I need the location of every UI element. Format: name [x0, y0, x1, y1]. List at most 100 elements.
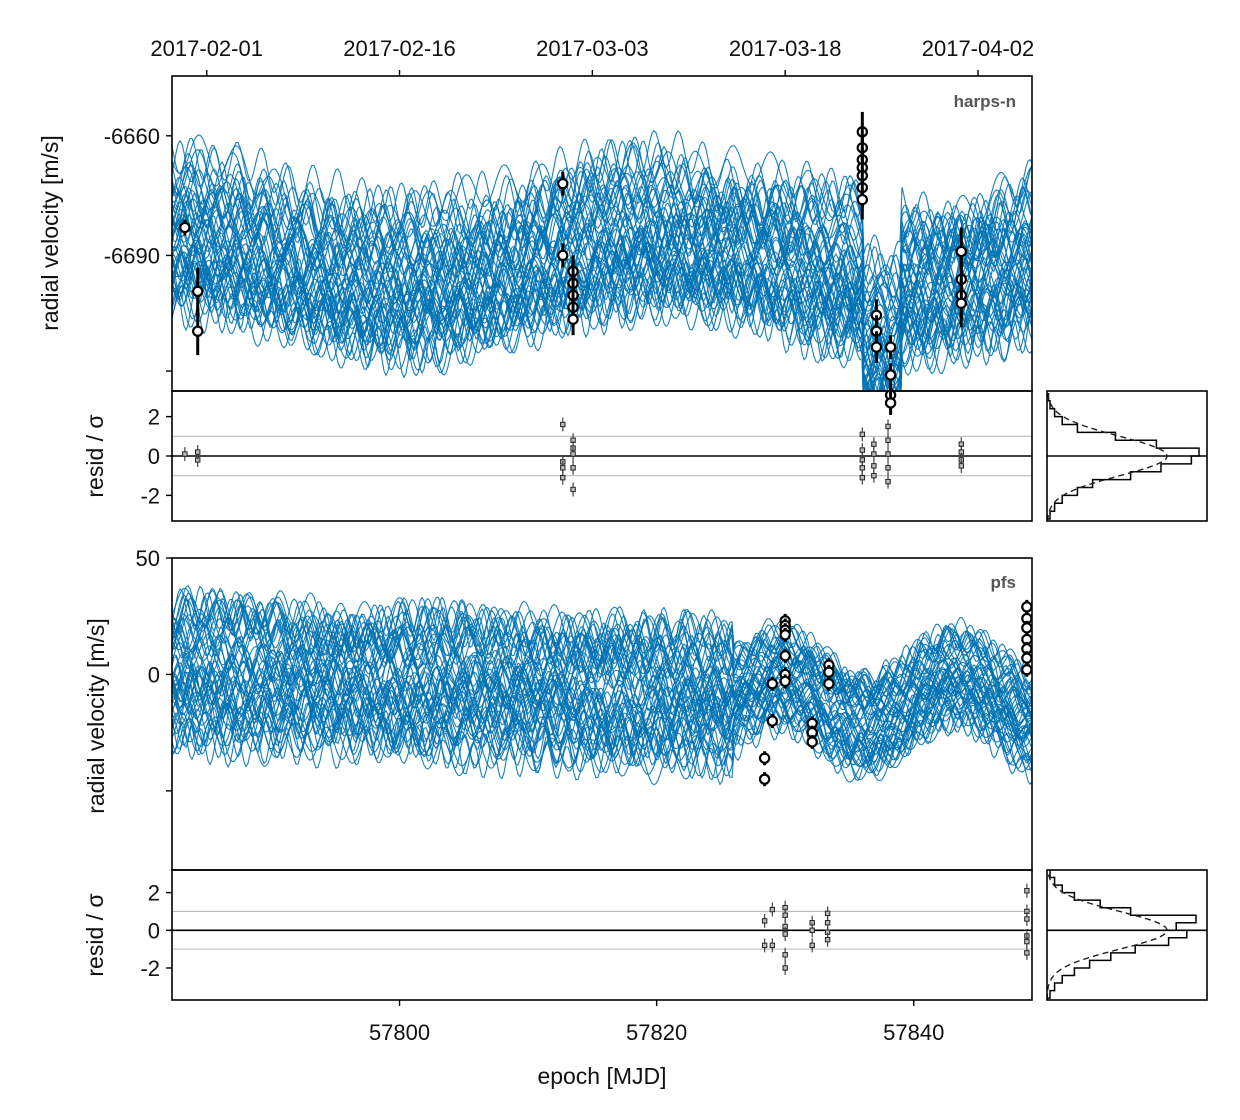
harps-instrument-label: harps-n	[954, 92, 1016, 111]
rv-data-point	[884, 341, 897, 353]
resid-point	[570, 451, 576, 457]
rv-data-point	[806, 736, 818, 748]
y-tick-label: -2	[140, 956, 160, 981]
model-curve	[172, 202, 1032, 358]
resid-point	[560, 421, 566, 428]
pfs-rv-ylabel: radial velocity [m/s]	[83, 618, 109, 814]
panel-harps-n-residuals: 2 0 -2 resid / σ	[82, 390, 1208, 522]
hist-steps	[1047, 393, 1200, 520]
model-curve	[172, 170, 1032, 322]
model-curve	[172, 138, 1032, 299]
rv-data-point	[1021, 622, 1033, 634]
resid-point	[809, 927, 815, 933]
x-tick-label: 57800	[369, 1020, 430, 1045]
rv-data-point	[779, 675, 791, 688]
rv-data-point	[823, 678, 835, 690]
rv-data-point	[1021, 652, 1033, 664]
model-curve	[172, 593, 1032, 708]
rv-data-point	[766, 678, 779, 690]
model-curve	[172, 585, 1032, 698]
panel-pfs-residuals: 2 0 -2 resid / σ	[82, 869, 1208, 1001]
resid-point	[560, 465, 566, 471]
resid-point	[809, 942, 815, 949]
resid-point	[824, 920, 831, 926]
resid-point	[782, 952, 788, 958]
model-curve	[172, 595, 1032, 707]
top-date-tick-label: 2017-04-02	[922, 36, 1035, 61]
pfs-resid-ylabel: resid / σ	[82, 893, 108, 976]
model-curve	[172, 229, 1032, 377]
model-curve	[172, 633, 1032, 720]
rv-data-point	[758, 773, 771, 785]
resid-point	[761, 918, 768, 924]
rv-data-point	[179, 221, 191, 234]
resid-point	[859, 465, 866, 471]
harps-resid-frame	[171, 390, 1033, 522]
resid-point	[885, 478, 891, 485]
harps-resid-histogram	[1046, 390, 1207, 522]
bottom-mjd-ticks: 57800 57820 57840	[369, 1000, 944, 1045]
rv-data-point	[192, 285, 204, 298]
harps-model-curves	[172, 129, 1032, 391]
resid-point	[824, 910, 831, 917]
rv-data-point	[955, 297, 967, 309]
resid-point	[859, 431, 866, 438]
model-curve	[172, 655, 1032, 740]
rv-data-point	[856, 193, 869, 206]
rv-data-point	[1021, 601, 1033, 613]
model-curve	[172, 240, 1032, 391]
model-curve	[172, 651, 1032, 739]
y-tick-label: 50	[136, 546, 160, 571]
rv-data-point	[557, 249, 569, 262]
pfs-resid-frame	[171, 869, 1033, 1001]
rv-data-point	[557, 177, 569, 190]
harps-rv-yticks: -6660 -6690	[104, 124, 172, 372]
pfs-resid-hlines	[172, 910, 1032, 950]
resid-point	[871, 463, 877, 469]
model-curve	[172, 220, 1032, 391]
model-curve	[172, 187, 1032, 363]
x-tick-label: 57820	[626, 1020, 687, 1045]
resid-point	[560, 474, 566, 481]
y-tick-label: -6660	[104, 124, 160, 149]
rv-data-point	[192, 325, 204, 337]
model-curve	[172, 269, 1032, 391]
rv-data-point	[567, 313, 579, 325]
resid-point	[1024, 938, 1030, 945]
pfs-resid-yticks: 2 0 -2	[140, 881, 172, 981]
top-date-axis: 2017-02-01 2017-02-16 2017-03-03 2017-03-18…	[150, 36, 1034, 76]
model-curve	[172, 647, 1032, 749]
harps-rv-ylabel: radial velocity [m/s]	[37, 135, 63, 331]
model-curve	[172, 185, 1032, 350]
model-curve	[172, 256, 1032, 391]
harps-hist-frame	[1046, 390, 1208, 522]
harps-resid-yticks: 2 0 -2	[140, 405, 172, 508]
rv-data-point	[823, 666, 835, 678]
resid-point	[859, 474, 866, 481]
model-curve	[172, 171, 1032, 331]
harps-resid-hlines	[172, 435, 1032, 477]
rv-data-point	[1021, 664, 1033, 676]
pfs-model-curves	[172, 584, 1032, 786]
resid-point	[570, 486, 576, 493]
rv-data-point	[766, 715, 779, 727]
resid-point	[958, 463, 964, 469]
model-curve	[172, 247, 1032, 391]
rv-data-point	[955, 245, 967, 258]
model-curve	[172, 695, 1032, 777]
top-date-tick-label: 2017-02-16	[343, 36, 456, 61]
model-curve	[172, 173, 1032, 346]
resid-point	[824, 937, 831, 943]
y-tick-label: 2	[148, 405, 160, 430]
x-tick-label: 57840	[883, 1020, 944, 1045]
harps-resid-ylabel: resid / σ	[82, 414, 108, 497]
pfs-resid-histogram	[1046, 869, 1207, 1001]
pfs-rv-yticks: 50 0	[136, 546, 172, 792]
resid-point	[885, 437, 891, 443]
rv-data-point	[779, 650, 791, 662]
model-curve	[172, 162, 1032, 314]
model-curve	[172, 251, 1032, 391]
model-curve	[172, 691, 1032, 781]
x-axis-label: epoch [MJD]	[537, 1063, 666, 1089]
model-curve	[172, 664, 1032, 762]
